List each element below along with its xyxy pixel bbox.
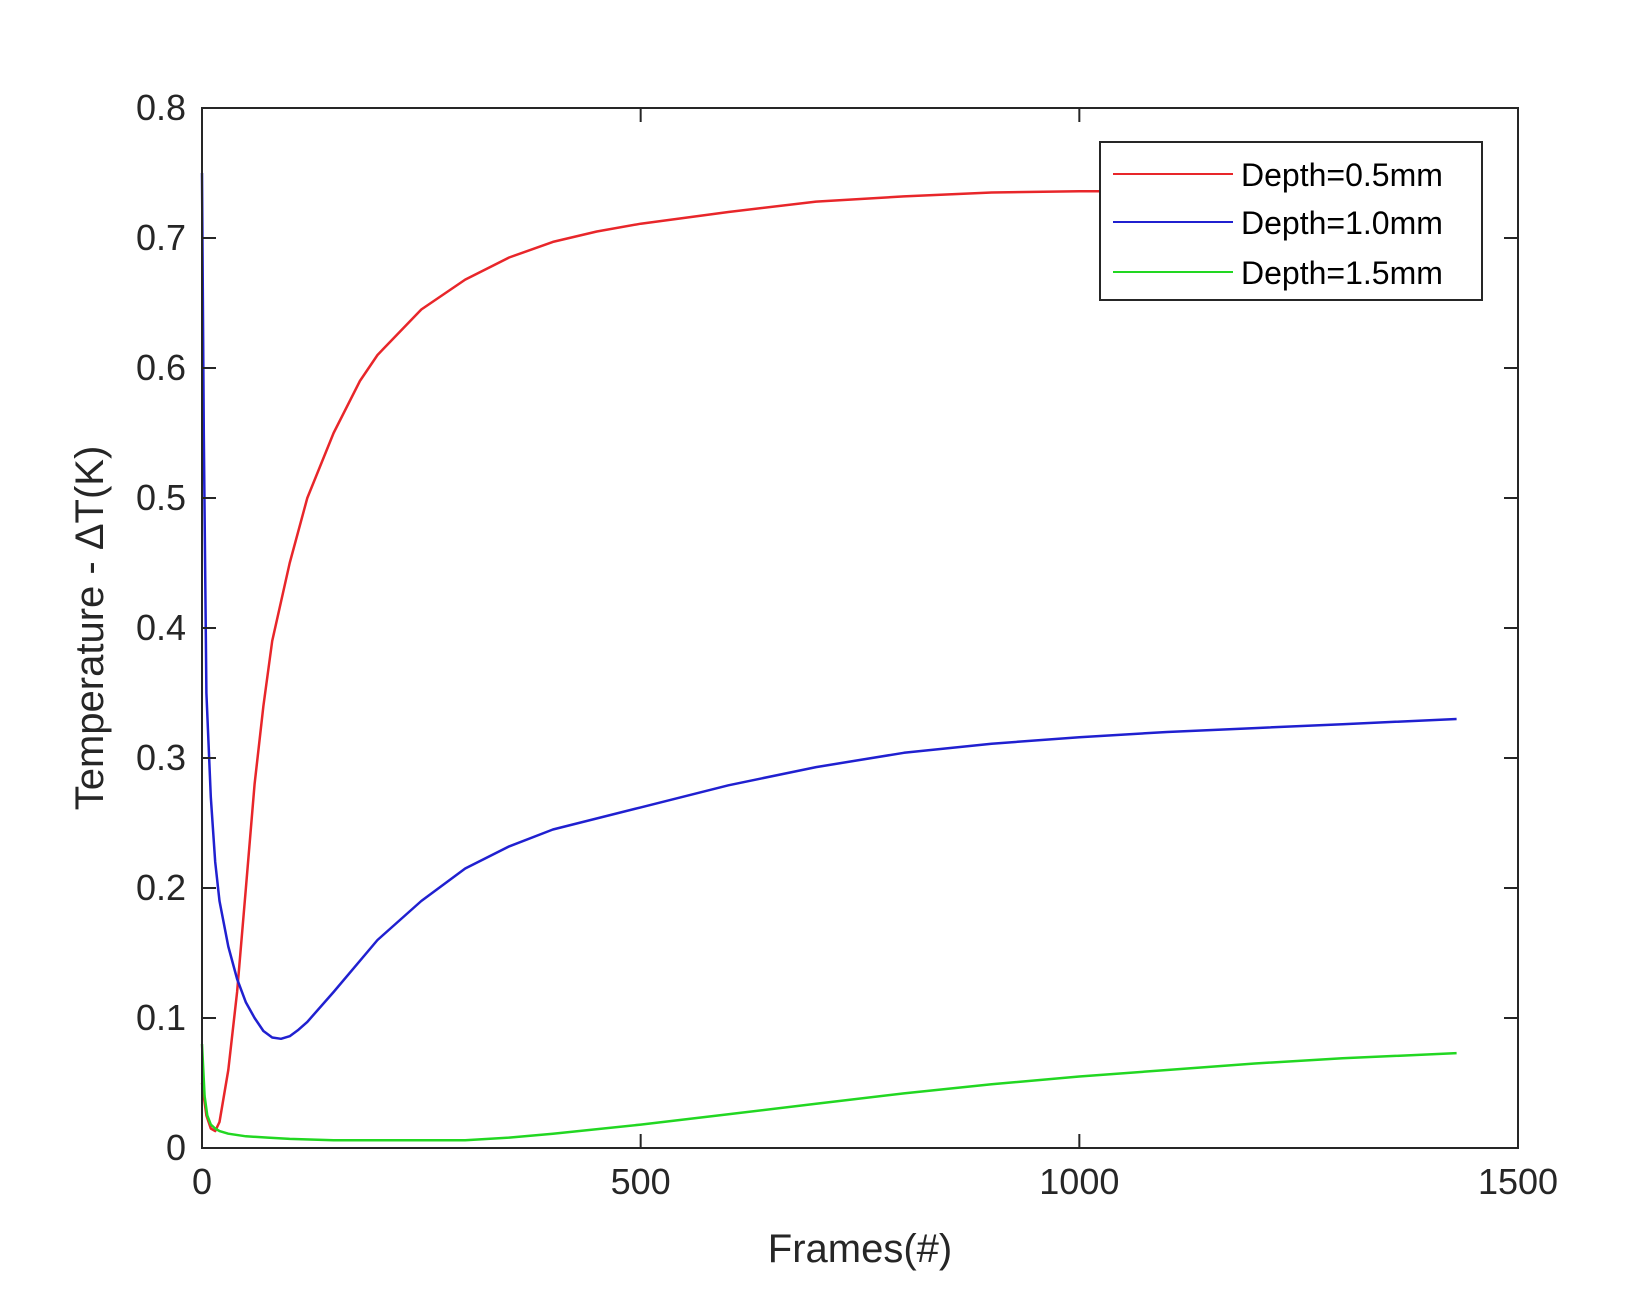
x-tick-label: 1000 — [1039, 1161, 1119, 1202]
y-tick-label: 0.5 — [136, 477, 186, 518]
y-tick-label: 0.4 — [136, 607, 186, 648]
y-tick-label: 0.1 — [136, 997, 186, 1038]
y-axis-label: Temperature - ΔT(K) — [68, 446, 112, 811]
y-tick-label: 0.3 — [136, 737, 186, 778]
legend-label: Depth=1.0mm — [1241, 205, 1443, 241]
axes-box — [201, 107, 1519, 1149]
x-tick-label: 0 — [192, 1161, 212, 1202]
y-tick-label: 0.6 — [136, 347, 186, 388]
legend-entry-depth-1-0mm: Depth=1.0mm — [1113, 205, 1443, 241]
legend: Depth=0.5mm Depth=1.0mm Depth=1.5mm — [1099, 141, 1483, 301]
legend-label: Depth=0.5mm — [1241, 157, 1443, 193]
y-tick-label: 0.7 — [136, 217, 186, 258]
legend-label: Depth=1.5mm — [1241, 255, 1443, 291]
series-line-depth-1-5mm — [200, 1043, 1457, 1142]
series-line-depth-0-5mm — [200, 189, 1124, 1133]
y-tick-label: 0.8 — [136, 87, 186, 128]
x-tick-label: 1500 — [1478, 1161, 1558, 1202]
legend-entry-depth-0-5mm: Depth=0.5mm — [1113, 157, 1443, 193]
legend-entry-depth-1-5mm: Depth=1.5mm — [1113, 255, 1443, 291]
series-line-depth-1-0mm — [200, 172, 1457, 1041]
tick-labels: 0 500 1000 1500 0 0.1 0.2 0.3 0.4 0.5 0.6 0.7 0.8 — [136, 87, 1558, 1202]
x-axis-label: Frames(#) — [768, 1227, 952, 1271]
series-layer — [200, 172, 1457, 1142]
y-tick-label: 0.2 — [136, 867, 186, 908]
x-tick-label: 500 — [611, 1161, 671, 1202]
y-tick-label: 0 — [166, 1127, 186, 1168]
